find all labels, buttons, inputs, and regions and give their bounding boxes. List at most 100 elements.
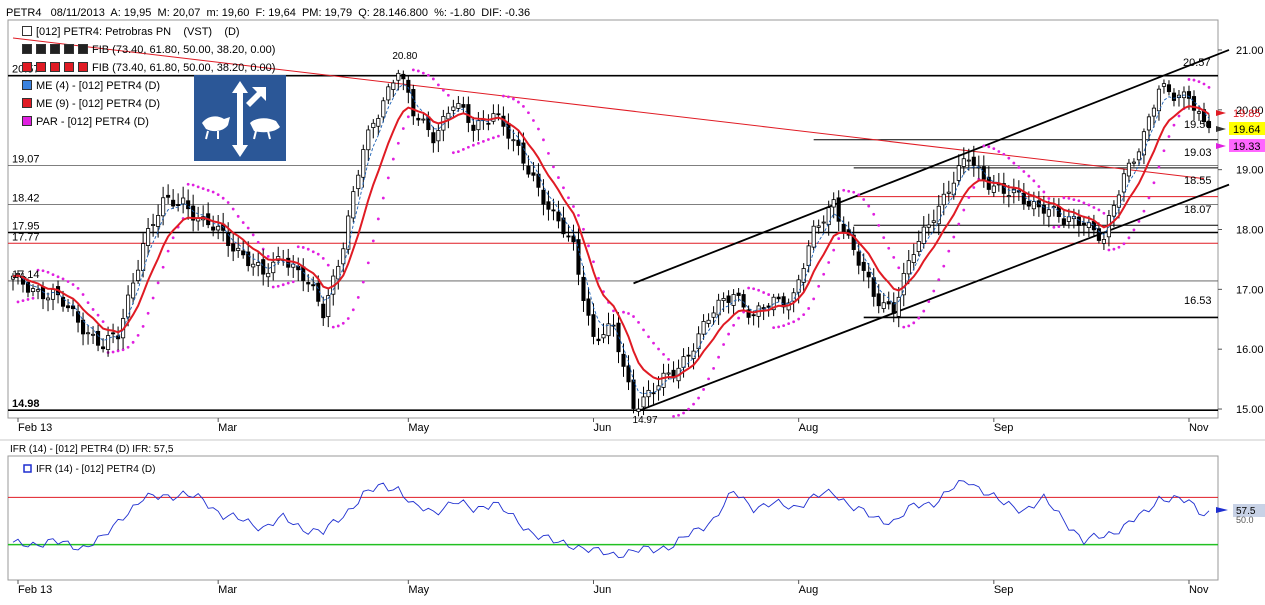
sar-dot <box>16 300 20 304</box>
sar-dot <box>527 111 530 115</box>
candle-body <box>366 129 371 151</box>
sar-dot <box>562 186 565 190</box>
candle-body <box>1151 107 1157 117</box>
sar-dot <box>852 190 856 194</box>
candle-body <box>431 132 436 144</box>
sar-dot <box>817 284 821 288</box>
sar-dot <box>236 214 240 218</box>
sar-dot <box>942 264 946 268</box>
fib-swatch-icon <box>36 44 46 54</box>
sar-dot <box>837 237 841 240</box>
sar-dot <box>281 283 285 287</box>
ifr-x-tick-label: Jun <box>593 584 611 596</box>
candle-body <box>65 305 71 309</box>
ifr-line <box>12 480 1210 559</box>
candle-body <box>821 221 826 224</box>
candle-body <box>1196 111 1202 114</box>
candle-body <box>546 201 551 210</box>
ifr-x-tick-label: Aug <box>799 584 819 596</box>
candle-body <box>866 271 871 278</box>
sar-dot <box>291 280 295 284</box>
sar-dot <box>1112 247 1116 251</box>
candle-body <box>406 79 411 93</box>
qty-label: Q: <box>358 7 370 19</box>
legend-par[interactable]: PAR - [012] PETR4 (D) <box>22 116 149 128</box>
candle-body <box>321 303 326 319</box>
candle-body <box>411 89 416 117</box>
sar-dot <box>982 144 986 148</box>
symbol: PETR4 <box>6 7 42 19</box>
y-tick-label: 18.00 <box>1236 224 1264 236</box>
sar-dot <box>512 97 515 101</box>
candle-body <box>526 165 531 175</box>
candle-body <box>401 73 406 80</box>
candle-body <box>361 149 366 178</box>
candle-body <box>376 118 381 127</box>
sar-dot <box>872 212 876 216</box>
candle-body <box>596 338 601 342</box>
left-level-label: 17.95 <box>12 220 40 232</box>
candle-body <box>106 335 111 350</box>
legend-me4-text: ME (4) - [012] PETR4 (D) <box>36 80 161 92</box>
sar-dot <box>1202 82 1206 86</box>
sar-dot <box>401 127 405 130</box>
candle-body <box>96 330 101 346</box>
sar-dot <box>1142 209 1146 213</box>
candle-body <box>381 100 386 118</box>
sar-dot <box>832 248 836 252</box>
x-tick-label: Jun <box>593 422 611 434</box>
sar-dot <box>922 309 926 313</box>
candle-body <box>471 124 476 131</box>
sar-dot <box>727 332 730 336</box>
candle-body <box>50 288 56 300</box>
x-tick-label: Nov <box>1189 422 1209 434</box>
sar-dot <box>822 272 826 276</box>
sar-dot <box>171 236 175 240</box>
legend-me9[interactable]: ME (9) - [012] PETR4 (D) <box>22 98 160 110</box>
sar-dot <box>211 190 215 194</box>
candle-body <box>851 234 856 250</box>
par-swatch-icon <box>22 116 32 126</box>
candle-body <box>1186 91 1192 99</box>
legend-fib-1[interactable]: FIB (73.40, 61.80, 50.00, 38.20, 0.00) <box>22 44 275 56</box>
sar-dot <box>777 325 781 329</box>
sar-dot <box>492 136 495 140</box>
candle-body <box>741 294 746 308</box>
sar-dot <box>642 328 645 332</box>
ifr-x-tick-label: Feb 13 <box>18 584 52 596</box>
price-arrow-icon <box>1216 143 1226 149</box>
sar-dot <box>386 176 390 180</box>
legend-me4[interactable]: ME (4) - [012] PETR4 (D) <box>22 80 160 92</box>
legend-title[interactable]: [012] PETR4: Petrobras PN (VST) (D) <box>22 26 240 38</box>
price-tag-bg <box>1229 139 1265 152</box>
legend-fib-2[interactable]: FIB (73.40, 61.80, 50.00, 38.20, 0.00) <box>22 62 275 74</box>
sar-dot <box>391 157 395 161</box>
sar-dot <box>907 324 911 328</box>
candle-body <box>706 319 711 324</box>
sar-dot <box>917 316 921 320</box>
fib-swatch-icon <box>50 62 60 72</box>
fib-swatch-icon <box>22 44 32 54</box>
candle-body <box>806 245 811 267</box>
candle-body <box>816 225 821 228</box>
candle-body <box>876 293 881 307</box>
sar-dot <box>371 239 375 243</box>
candle-body <box>901 272 906 296</box>
sar-dot <box>1147 196 1151 200</box>
candle-body <box>906 260 911 275</box>
candle-body <box>796 279 801 293</box>
candle-body <box>256 262 261 266</box>
sar-dot <box>692 402 695 406</box>
sar-dot <box>1107 248 1111 252</box>
sar-dot <box>857 193 861 197</box>
sar-dot <box>416 69 420 73</box>
open-label: A: <box>110 7 121 19</box>
sar-dot <box>196 185 200 189</box>
quote-header: PETR4 08/11/2013 A: 19,95 M: 20,07 m: 19… <box>6 7 530 19</box>
candle-body <box>686 354 691 357</box>
candle-body <box>836 197 841 222</box>
candle-body <box>191 205 196 221</box>
fib-swatch-icon <box>64 44 74 54</box>
ifr-value-label: 57.5 <box>1236 506 1256 517</box>
